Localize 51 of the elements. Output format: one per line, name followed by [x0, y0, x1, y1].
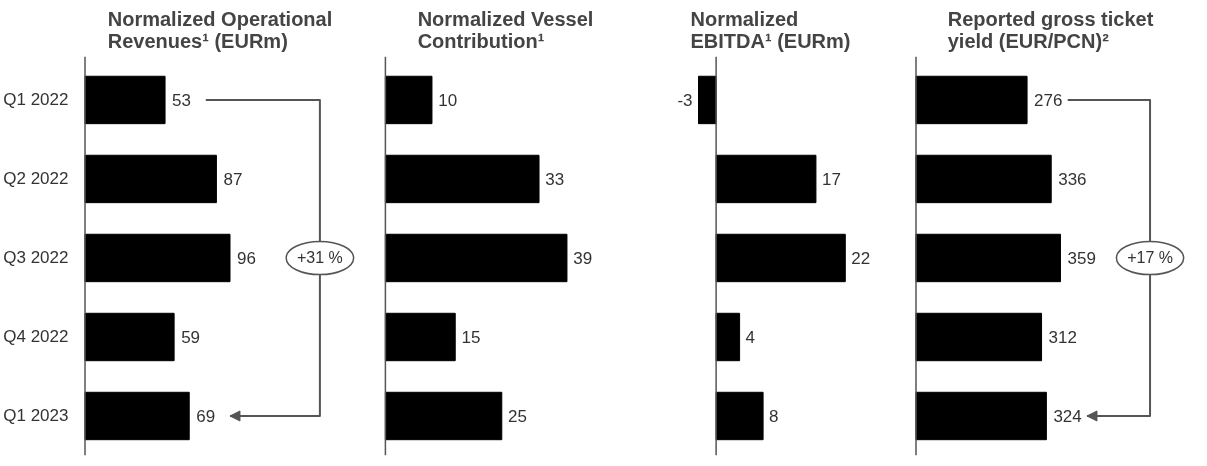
bar [915, 75, 1028, 125]
y-tick-label: Q1 2022 [3, 90, 69, 110]
bar [384, 233, 568, 283]
bar [915, 391, 1047, 441]
data-label: 59 [181, 327, 201, 347]
bar [384, 75, 433, 125]
bar [384, 312, 456, 362]
y-tick-label: Q1 2023 [3, 406, 69, 426]
chart-title: Normalized Operational Revenues¹ (EURm) [107, 7, 333, 52]
bar [84, 233, 231, 283]
bar [915, 233, 1061, 283]
bar [715, 233, 846, 283]
data-label: -3 [677, 90, 693, 110]
data-label: 25 [508, 407, 527, 426]
bar [384, 391, 503, 441]
data-label: 96 [237, 248, 256, 268]
data-label: 10 [438, 90, 458, 110]
data-label: 69 [196, 407, 216, 426]
y-tick-label: Q2 2022 [3, 169, 69, 189]
data-label: 336 [1058, 169, 1087, 189]
bar [715, 391, 764, 441]
y-tick-label: Q3 2022 [3, 248, 69, 268]
bar [715, 154, 817, 204]
bar [715, 312, 741, 362]
bar [84, 75, 166, 125]
data-label: 17 [821, 169, 841, 189]
chart-title: Normalized EBITDA¹ (EURm) [690, 7, 851, 52]
bar [698, 75, 717, 125]
data-label: 53 [172, 90, 192, 110]
data-label: 359 [1067, 248, 1096, 268]
text: +31 % [297, 249, 343, 267]
data-label: 276 [1034, 90, 1063, 110]
bar [915, 312, 1043, 362]
data-label: 87 [223, 169, 243, 189]
y-tick-label: Q4 2022 [3, 327, 69, 347]
chart-title: Reported gross ticket yield (EUR/PCN)² [947, 7, 1154, 52]
data-label: 4 [745, 327, 756, 347]
data-label: 33 [545, 169, 565, 189]
data-label: 8 [769, 407, 779, 426]
bar [84, 312, 175, 362]
bar [915, 154, 1052, 204]
data-label: 312 [1048, 327, 1077, 347]
bar [84, 154, 217, 204]
bar [384, 154, 540, 204]
data-label: 39 [573, 248, 593, 268]
chart-title: Normalized Vessel Contribution¹ [417, 7, 594, 52]
data-label: 22 [851, 248, 871, 268]
bar [84, 391, 190, 441]
data-label: 324 [1053, 407, 1082, 426]
data-label: 15 [461, 327, 481, 347]
text: +17 % [1127, 249, 1173, 267]
